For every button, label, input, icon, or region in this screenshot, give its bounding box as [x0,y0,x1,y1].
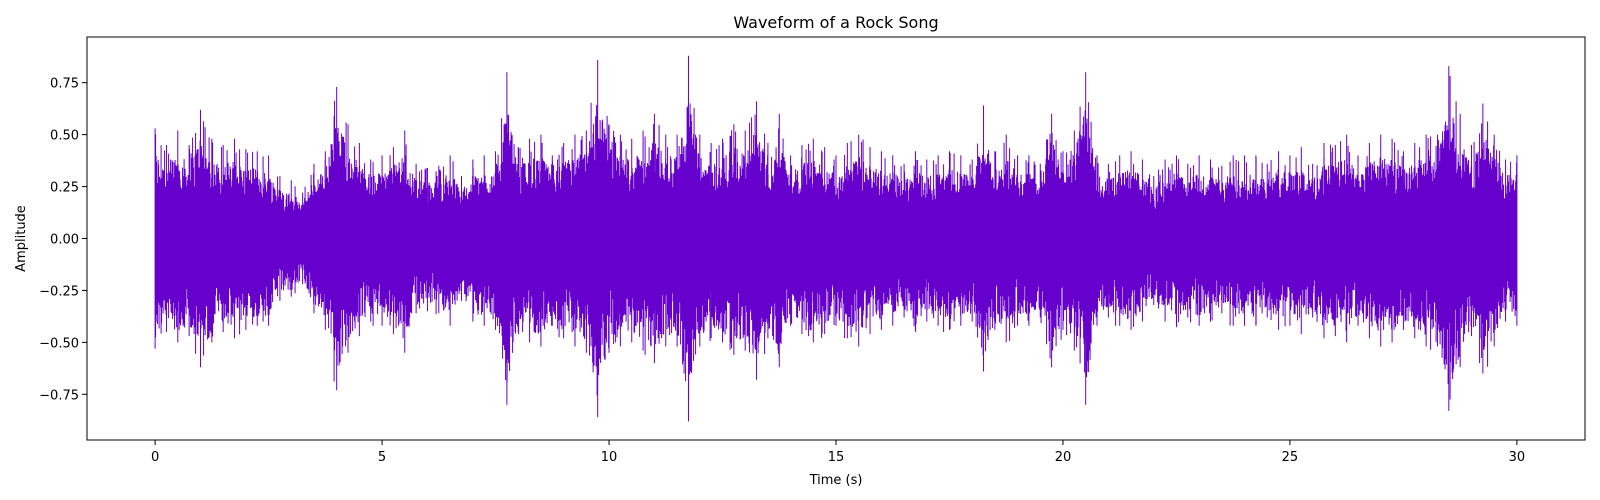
x-tick-label: 0 [151,450,159,465]
y-tick-label: 0.50 [50,129,79,144]
waveform-series-line [154,55,1518,422]
y-tick-label: 0.25 [50,181,79,196]
x-tick-label: 10 [601,450,618,465]
y-axis: −0.75 −0.50 −0.25 0.00 0.25 0.50 0.75 [39,77,87,403]
x-axis: 0 5 10 15 20 25 30 [151,440,1525,465]
x-tick-label: 5 [378,450,386,465]
x-axis-label: Time (s) [809,473,863,488]
x-tick-label: 25 [1282,450,1299,465]
chart-title: Waveform of a Rock Song [733,13,938,32]
y-tick-label: 0.75 [50,77,79,92]
x-tick-label: 15 [828,450,845,465]
y-tick-label: −0.25 [39,284,79,299]
x-tick-label: 30 [1509,450,1526,465]
plot-area [154,55,1518,422]
y-axis-label: Amplitude [14,205,29,272]
y-tick-label: 0.00 [50,233,79,248]
y-tick-label: −0.50 [39,336,79,351]
y-tick-label: −0.75 [39,388,79,403]
x-tick-label: 20 [1055,450,1072,465]
